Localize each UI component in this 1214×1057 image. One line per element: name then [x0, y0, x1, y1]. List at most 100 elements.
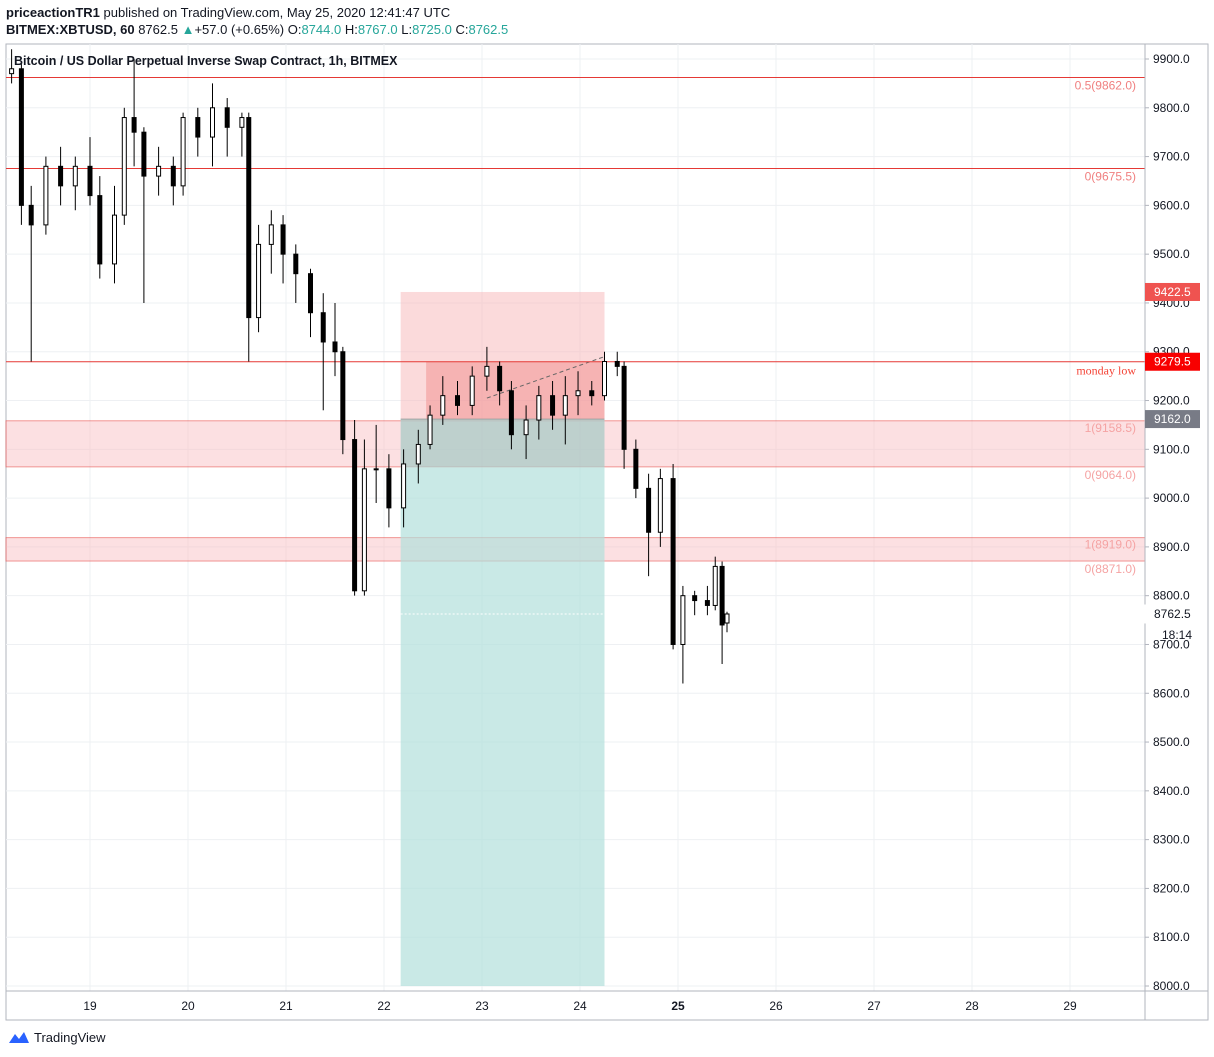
candle-body — [680, 595, 686, 645]
candle-body — [112, 214, 117, 265]
candle-body — [308, 273, 313, 314]
candle-body — [614, 360, 620, 367]
candle-body — [575, 390, 581, 397]
tradingview-logo[interactable]: TradingView — [8, 1030, 106, 1045]
take-profit-active-area — [400, 419, 605, 467]
publish-info: published on TradingView.com, May 25, 20… — [103, 5, 451, 20]
candle-body — [621, 365, 627, 450]
candle-body — [361, 468, 367, 592]
candle-body — [704, 600, 710, 606]
candle-body — [427, 414, 433, 445]
take-profit-area — [400, 419, 605, 987]
y-tick-label: 8800.0 — [1153, 589, 1190, 603]
candle-body — [72, 165, 78, 187]
tradingview-logo-icon — [9, 1031, 29, 1043]
y-tick-label: 8100.0 — [1153, 930, 1190, 944]
candle-body — [180, 117, 186, 187]
price-badge-label: 9162.0 — [1154, 412, 1191, 426]
candle-body — [131, 117, 137, 133]
candle-body — [657, 478, 663, 533]
price-badge — [1144, 604, 1201, 624]
symbol-label[interactable]: BITMEX:XBTUSD, 60 — [6, 22, 135, 37]
y-tick-label: 9800.0 — [1153, 101, 1190, 115]
candle-body — [28, 204, 34, 226]
chart-title: Bitcoin / US Dollar Perpetual Inverse Sw… — [14, 54, 398, 68]
candle-body — [9, 68, 15, 75]
horizontal-line-label: 0(9675.5) — [1085, 170, 1136, 184]
high-value: 8767.0 — [357, 22, 398, 37]
candle-body — [633, 448, 639, 489]
price-change: +57.0 (+0.65%) — [194, 22, 285, 37]
y-tick-label: 9600.0 — [1153, 198, 1190, 212]
candle-body — [293, 253, 299, 275]
price-badge-label: 9422.5 — [1154, 285, 1191, 299]
ohlc-line: BITMEX:XBTUSD, 60 8762.5 ▲+57.0 (+0.65%)… — [6, 21, 508, 38]
candle-body — [58, 165, 64, 187]
candle-body — [523, 419, 529, 436]
x-tick-label: 25 — [671, 999, 685, 1013]
candle-body — [280, 224, 286, 255]
x-tick-label: 23 — [475, 999, 489, 1013]
candle-body — [550, 395, 556, 416]
fib-zone-bottom-label: 0(8871.0) — [1085, 562, 1136, 576]
candle-body — [246, 117, 252, 319]
x-tick-label: 22 — [377, 999, 391, 1013]
stop-loss-active-area — [426, 361, 605, 420]
candle-body — [352, 439, 358, 592]
horizontal-lines: 0.5(9862.0) 0(9675.5) monday low — [6, 77, 1145, 378]
candle-body — [268, 224, 274, 245]
x-tick-label: 29 — [1063, 999, 1077, 1013]
candle-body — [97, 195, 103, 265]
chart-grid — [5, 43, 1209, 1021]
candle-body — [195, 117, 201, 138]
up-arrow-icon: ▲ — [181, 22, 195, 37]
x-tick-label: 26 — [769, 999, 783, 1013]
x-tick-label: 20 — [181, 999, 195, 1013]
short-position-tool — [400, 291, 605, 987]
candle-body — [332, 341, 338, 353]
horizontal-line-label: monday low — [1076, 364, 1136, 378]
candle-body — [589, 390, 595, 397]
price-badge-label: 9279.5 — [1154, 355, 1191, 369]
candle-body — [141, 131, 147, 177]
open-value: 8744.0 — [301, 22, 342, 37]
author-name[interactable]: priceactionTR1 — [6, 5, 100, 20]
candle-body — [469, 375, 475, 406]
fib-zone-top-label: 1(9158.5) — [1085, 421, 1136, 435]
candle-body — [719, 565, 725, 626]
high-label: H: — [344, 22, 358, 37]
candle-body — [497, 365, 503, 392]
candle-body — [224, 107, 230, 128]
y-tick-label: 8300.0 — [1153, 833, 1190, 847]
fib-zone-top-label: 1(8919.0) — [1085, 538, 1136, 552]
y-tick-label: 8200.0 — [1153, 881, 1190, 895]
x-tick-label: 28 — [965, 999, 979, 1013]
y-tick-label: 8400.0 — [1153, 784, 1190, 798]
candle-body — [712, 565, 718, 606]
candle-body — [536, 395, 542, 421]
x-tick-label: 27 — [867, 999, 881, 1013]
candle-body — [692, 595, 698, 602]
candlesticks — [9, 49, 730, 684]
candle-body — [121, 117, 127, 216]
open-label: O: — [287, 22, 302, 37]
candle-body — [455, 395, 460, 406]
price-badge — [1145, 410, 1200, 429]
candle-body — [724, 613, 730, 624]
candle-body — [508, 390, 514, 436]
horizontal-line-label: 0.5(9862.0) — [1075, 79, 1136, 93]
y-tick-label: 9700.0 — [1153, 150, 1190, 164]
y-tick-label: 9100.0 — [1153, 442, 1190, 456]
candle-body — [256, 243, 262, 319]
candle-body — [239, 117, 245, 128]
candle-body — [43, 165, 49, 226]
low-label: L: — [401, 22, 413, 37]
y-tick-label: 9000.0 — [1153, 491, 1190, 505]
y-tick-label: 8700.0 — [1153, 637, 1190, 651]
candle-body — [562, 395, 568, 416]
close-value: 8762.5 — [468, 22, 509, 37]
last-price: 8762.5 — [138, 22, 178, 37]
x-tick-label: 19 — [83, 999, 97, 1013]
chart-axes: 9900.09800.09700.09600.09500.09400.09300… — [6, 44, 1208, 1020]
